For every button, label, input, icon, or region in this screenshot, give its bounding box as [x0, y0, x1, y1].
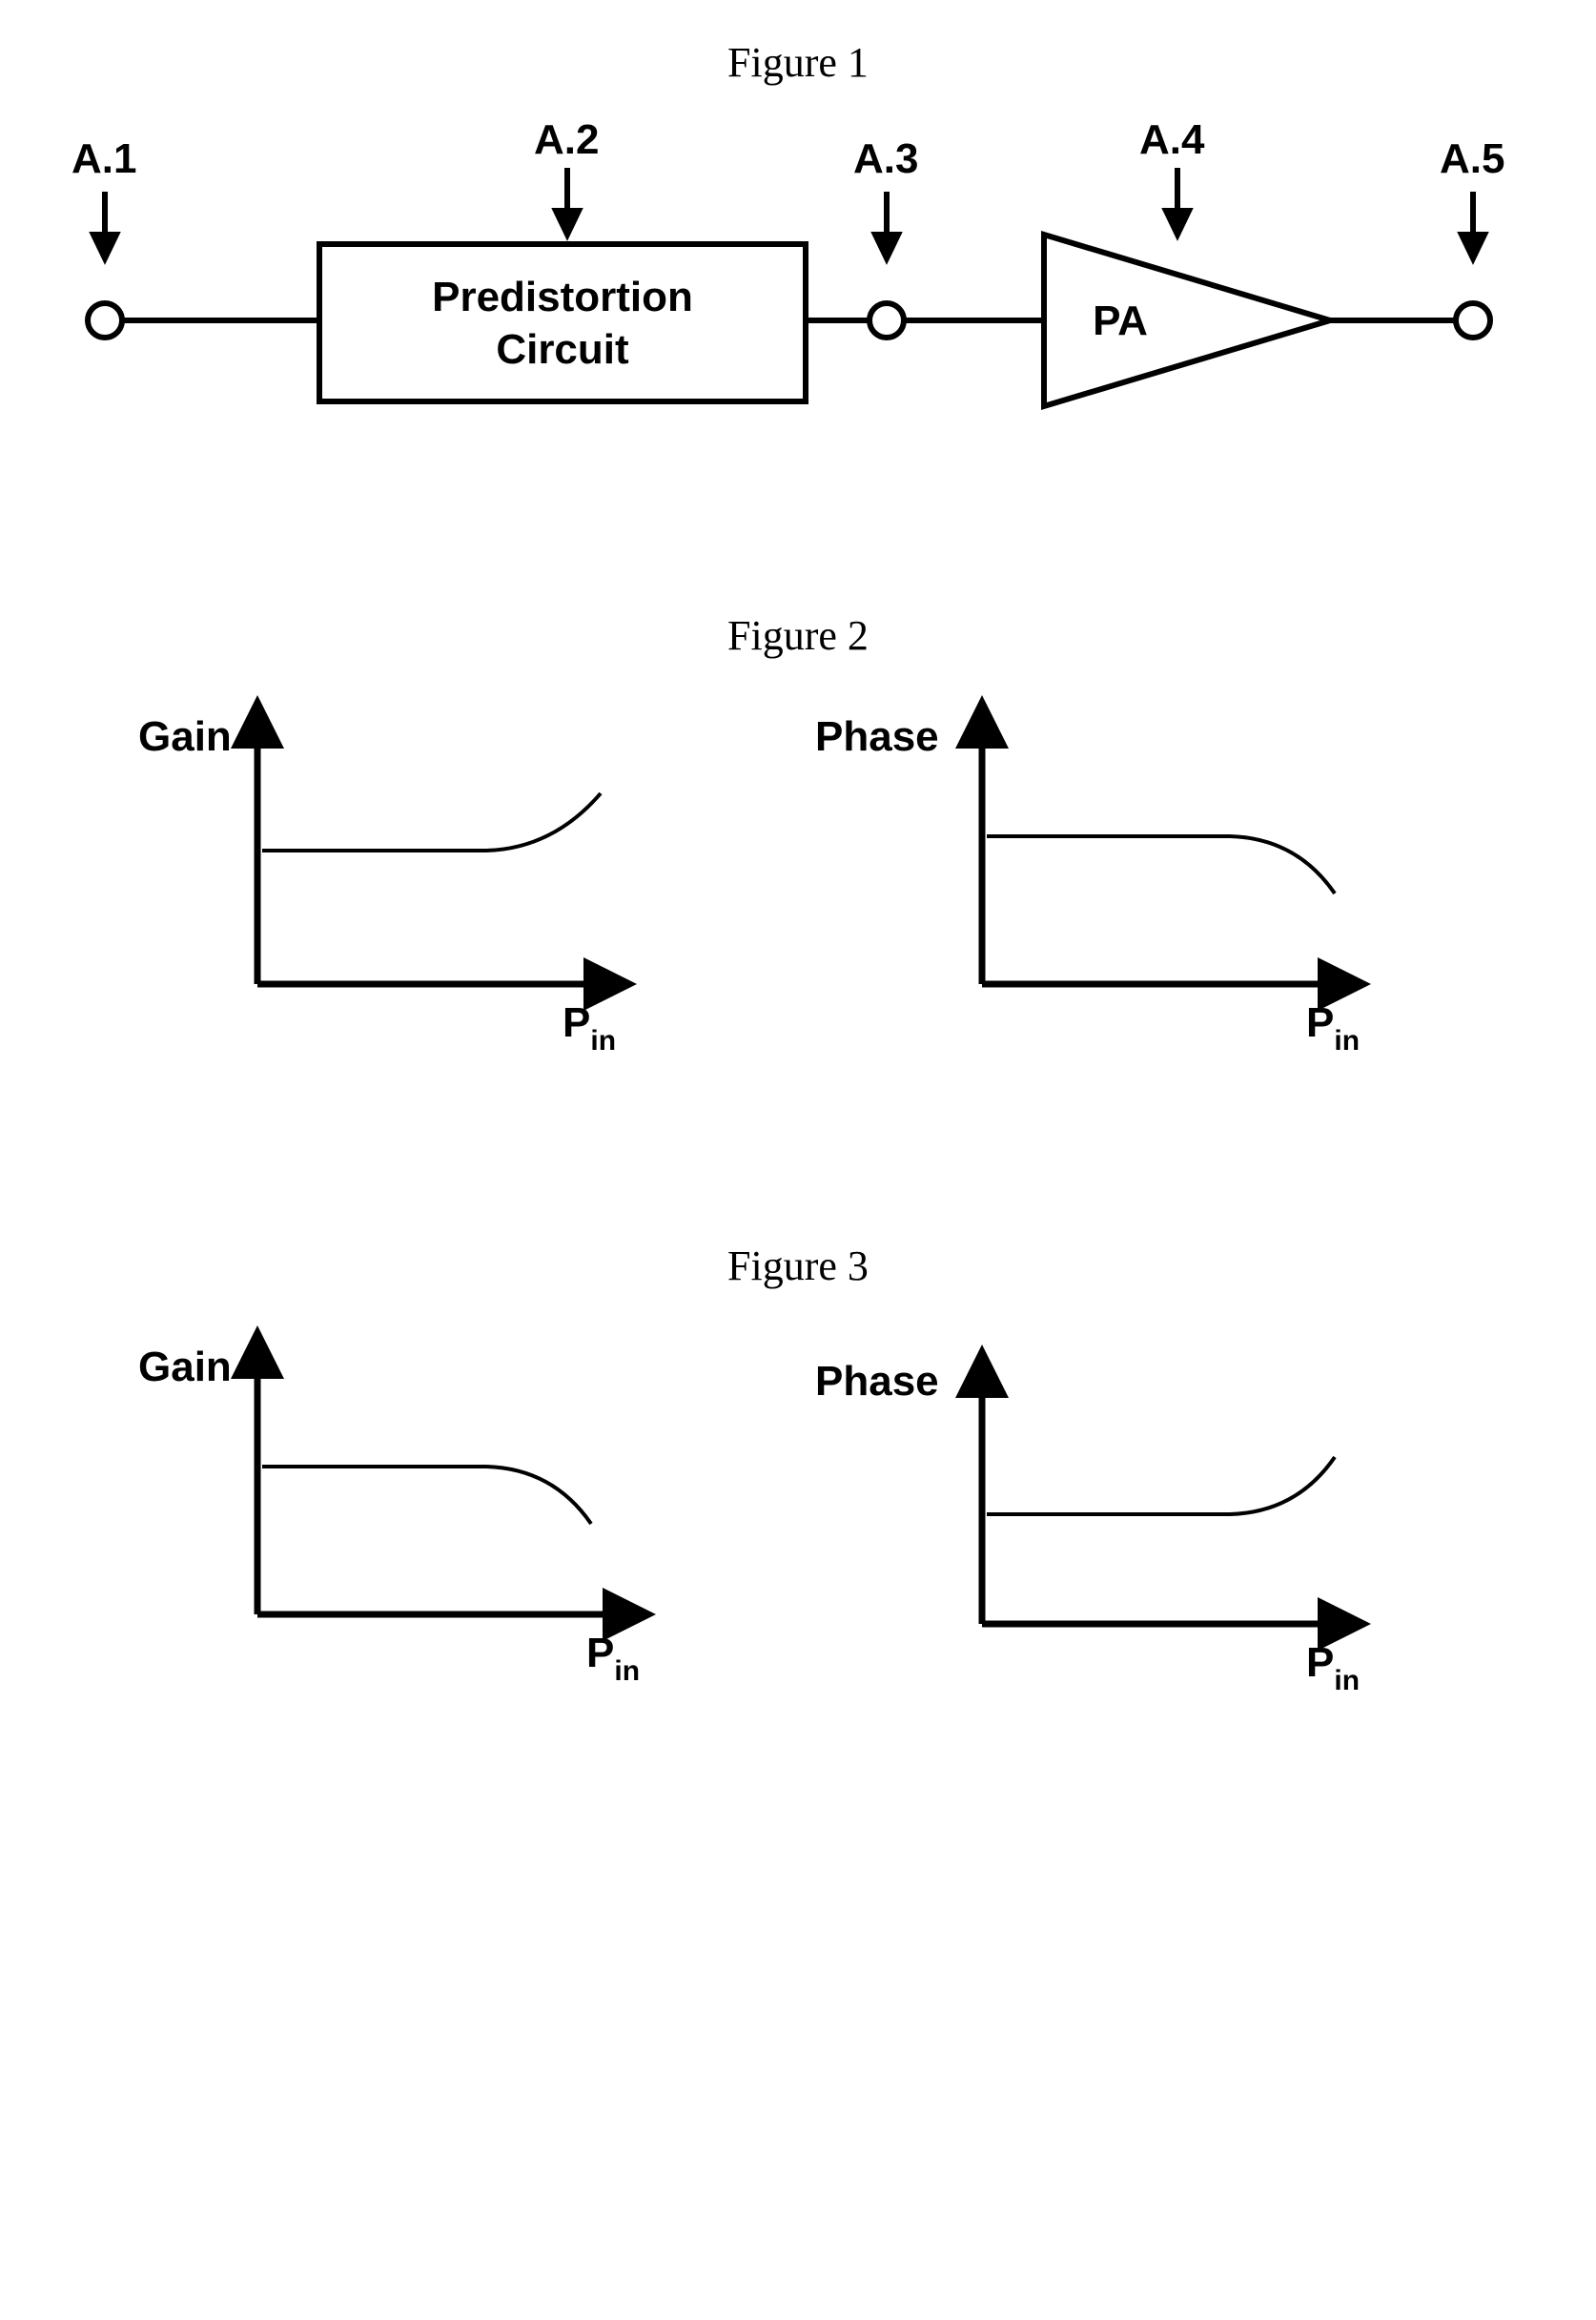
signal-path	[88, 235, 1490, 406]
fig2-phase-ylabel: Phase	[815, 713, 939, 760]
fig3-gain-xlabel: Pin	[586, 1630, 640, 1687]
fig3-gain-chart: Gain Pin	[138, 1344, 640, 1687]
figure-3: Figure 3 Gain Pin Phase	[38, 1242, 1558, 1719]
fig2-phase-curve	[987, 836, 1335, 893]
fig3-gain-curve	[262, 1467, 591, 1524]
fig2-gain-chart: Gain Pin	[138, 713, 616, 1057]
ann-a3: A.3	[853, 135, 918, 182]
figure-1: Figure 1 A.1 A.2 A.3 A.4 A.5	[38, 38, 1558, 459]
fig3-phase-curve	[987, 1457, 1335, 1514]
figure-1-title: Figure 1	[38, 38, 1558, 87]
predistortion-label-1: Predistortion	[432, 274, 693, 320]
fig2-phase-chart: Phase Pin	[815, 713, 1360, 1057]
ann-a1: A.1	[72, 135, 136, 182]
fig3-phase-xlabel: Pin	[1306, 1639, 1360, 1696]
pa-label: PA	[1093, 298, 1148, 344]
predistortion-label-2: Circuit	[496, 326, 629, 373]
figure-3-charts: Gain Pin Phase Pin	[38, 1319, 1558, 1719]
figure-2-charts: Gain Pin Phase Pin	[38, 688, 1558, 1089]
fig2-gain-ylabel: Gain	[138, 713, 232, 760]
figure-2: Figure 2 Gain Pin	[38, 611, 1558, 1089]
fig3-phase-chart: Phase Pin	[815, 1358, 1360, 1696]
ann-a5: A.5	[1440, 135, 1504, 182]
figure-2-title: Figure 2	[38, 611, 1558, 660]
ann-a2: A.2	[534, 116, 599, 163]
fig2-phase-xlabel: Pin	[1306, 999, 1360, 1057]
fig3-phase-ylabel: Phase	[815, 1358, 939, 1405]
figure-1-diagram: A.1 A.2 A.3 A.4 A.5	[38, 115, 1558, 459]
ann-a4: A.4	[1139, 116, 1205, 163]
fig2-gain-curve	[262, 793, 601, 851]
figure-3-title: Figure 3	[38, 1242, 1558, 1290]
fig2-gain-xlabel: Pin	[563, 999, 616, 1057]
fig3-gain-ylabel: Gain	[138, 1344, 232, 1390]
